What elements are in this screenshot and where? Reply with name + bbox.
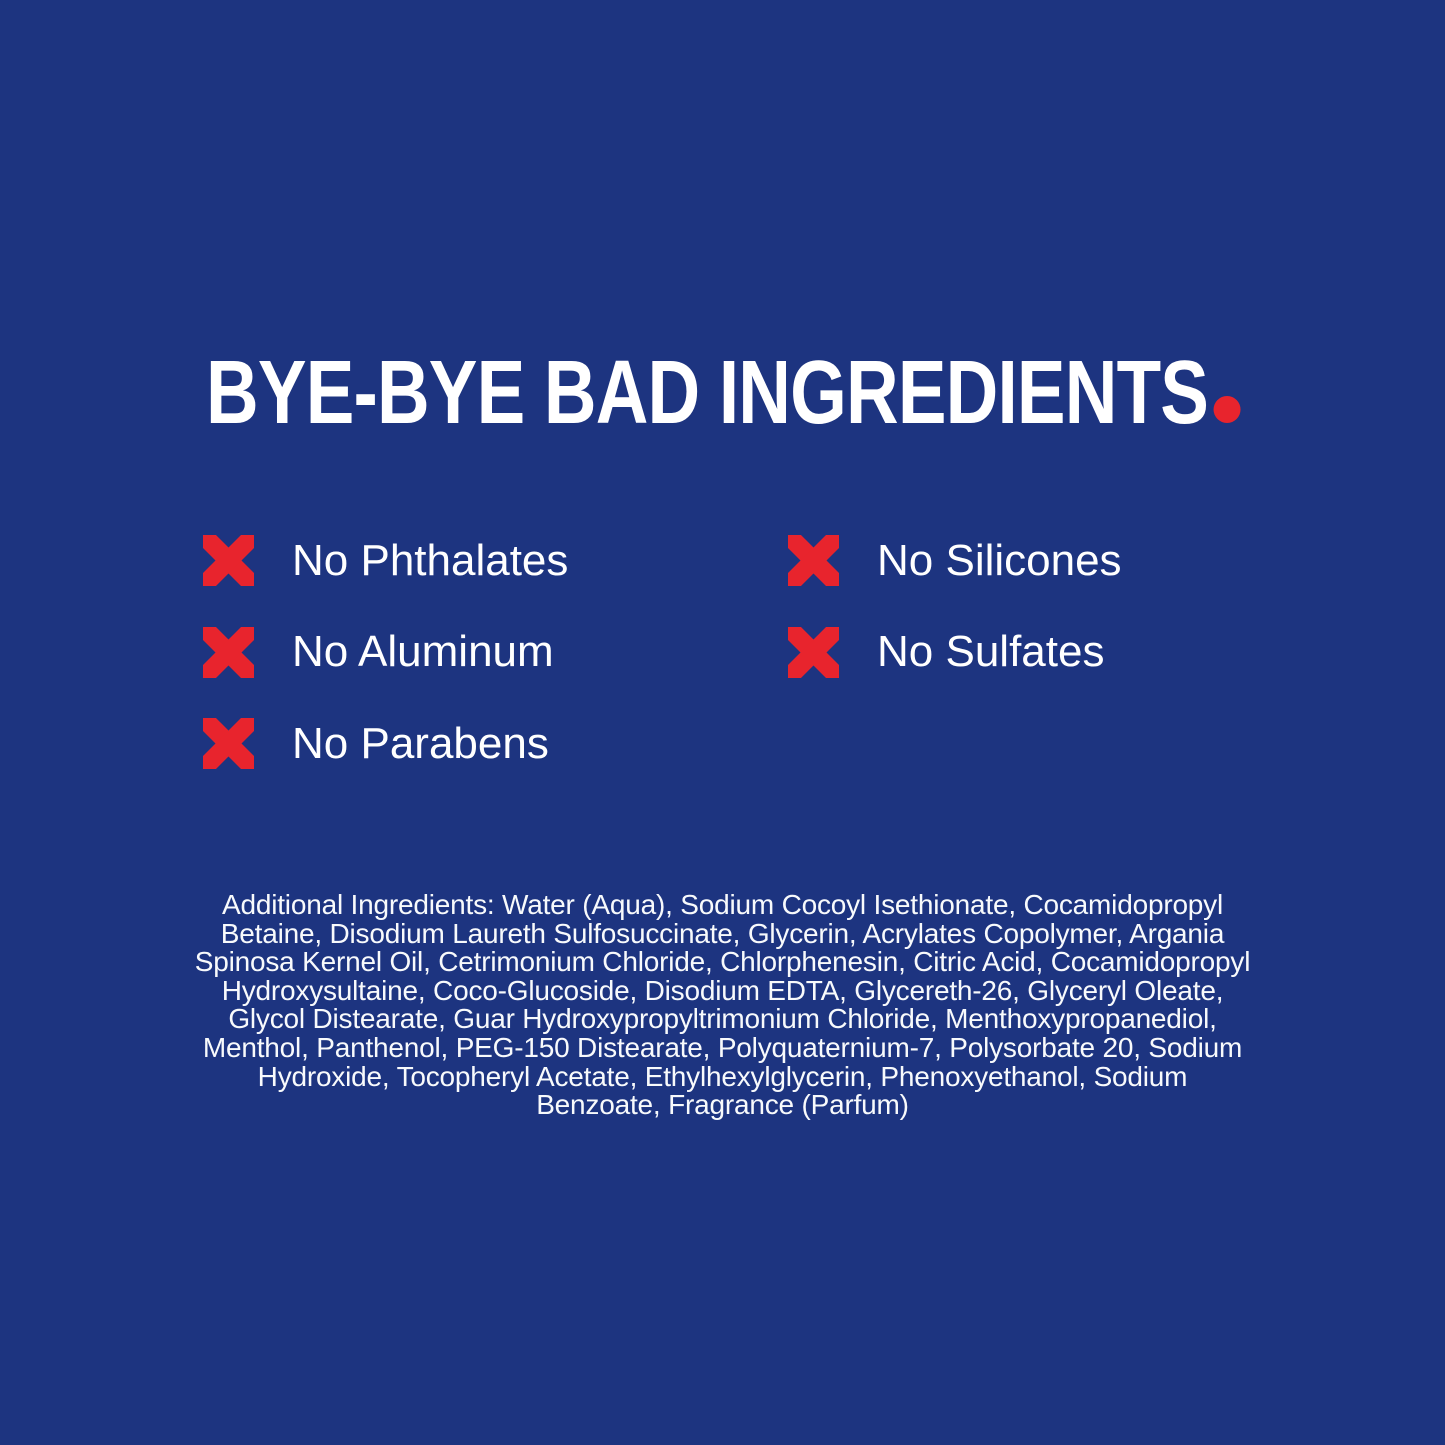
benefit-item-no-phthalates: No Phthalates (203, 515, 568, 607)
ingredients-line: Hydroxysultaine, Coco-Glucoside, Disodiu… (221, 974, 1224, 1006)
ingredients-line: Betaine, Disodium Laureth Sulfosuccinate… (220, 917, 1225, 949)
ingredients-line: Glycol Distearate, Guar Hydroxypropyltri… (228, 1003, 1217, 1035)
headline-period-dot: . (1214, 396, 1242, 423)
ingredients-line: Benzoate, Fragrance (Parfum) (536, 1089, 909, 1121)
headline: BYE-BYE BAD INGREDIENTS. (0, 348, 1445, 438)
headline-line: BYE-BYE BAD INGREDIENTS. (206, 348, 1242, 438)
benefit-item-no-aluminum: No Aluminum (203, 607, 568, 699)
additional-ingredients-paragraph: Additional Ingredients: Water (Aqua), So… (0, 889, 1445, 1121)
benefit-label: No Phthalates (292, 535, 569, 585)
benefit-label: No Parabens (292, 718, 549, 768)
x-mark-icon (788, 626, 839, 678)
benefit-label: No Sulfates (877, 627, 1105, 677)
benefit-label: No Silicones (877, 535, 1122, 585)
x-mark-icon (203, 626, 254, 678)
ingredients-line: Additional Ingredients: Water (Aqua), So… (221, 889, 1224, 920)
benefit-item-no-parabens: No Parabens (203, 698, 568, 790)
benefit-label: No Aluminum (292, 627, 554, 677)
benefits-column-right: No Silicones No Sulfates (788, 515, 1122, 698)
x-mark-icon (203, 535, 254, 587)
ingredients-line: Spinosa Kernel Oil, Cetrimonium Chloride… (194, 946, 1251, 978)
benefit-item-no-silicones: No Silicones (788, 515, 1122, 607)
benefits-column-left: No Phthalates No Aluminum No Parabens (203, 515, 568, 790)
x-mark-icon (203, 718, 254, 770)
x-mark-icon (788, 535, 839, 587)
benefit-item-no-sulfates: No Sulfates (788, 607, 1122, 699)
headline-text: BYE-BYE BAD INGREDIENTS (206, 343, 1209, 443)
ingredients-line: Menthol, Panthenol, PEG-150 Distearate, … (202, 1031, 1243, 1063)
ingredients-line: Hydroxide, Tocopheryl Acetate, Ethylhexy… (257, 1060, 1188, 1092)
